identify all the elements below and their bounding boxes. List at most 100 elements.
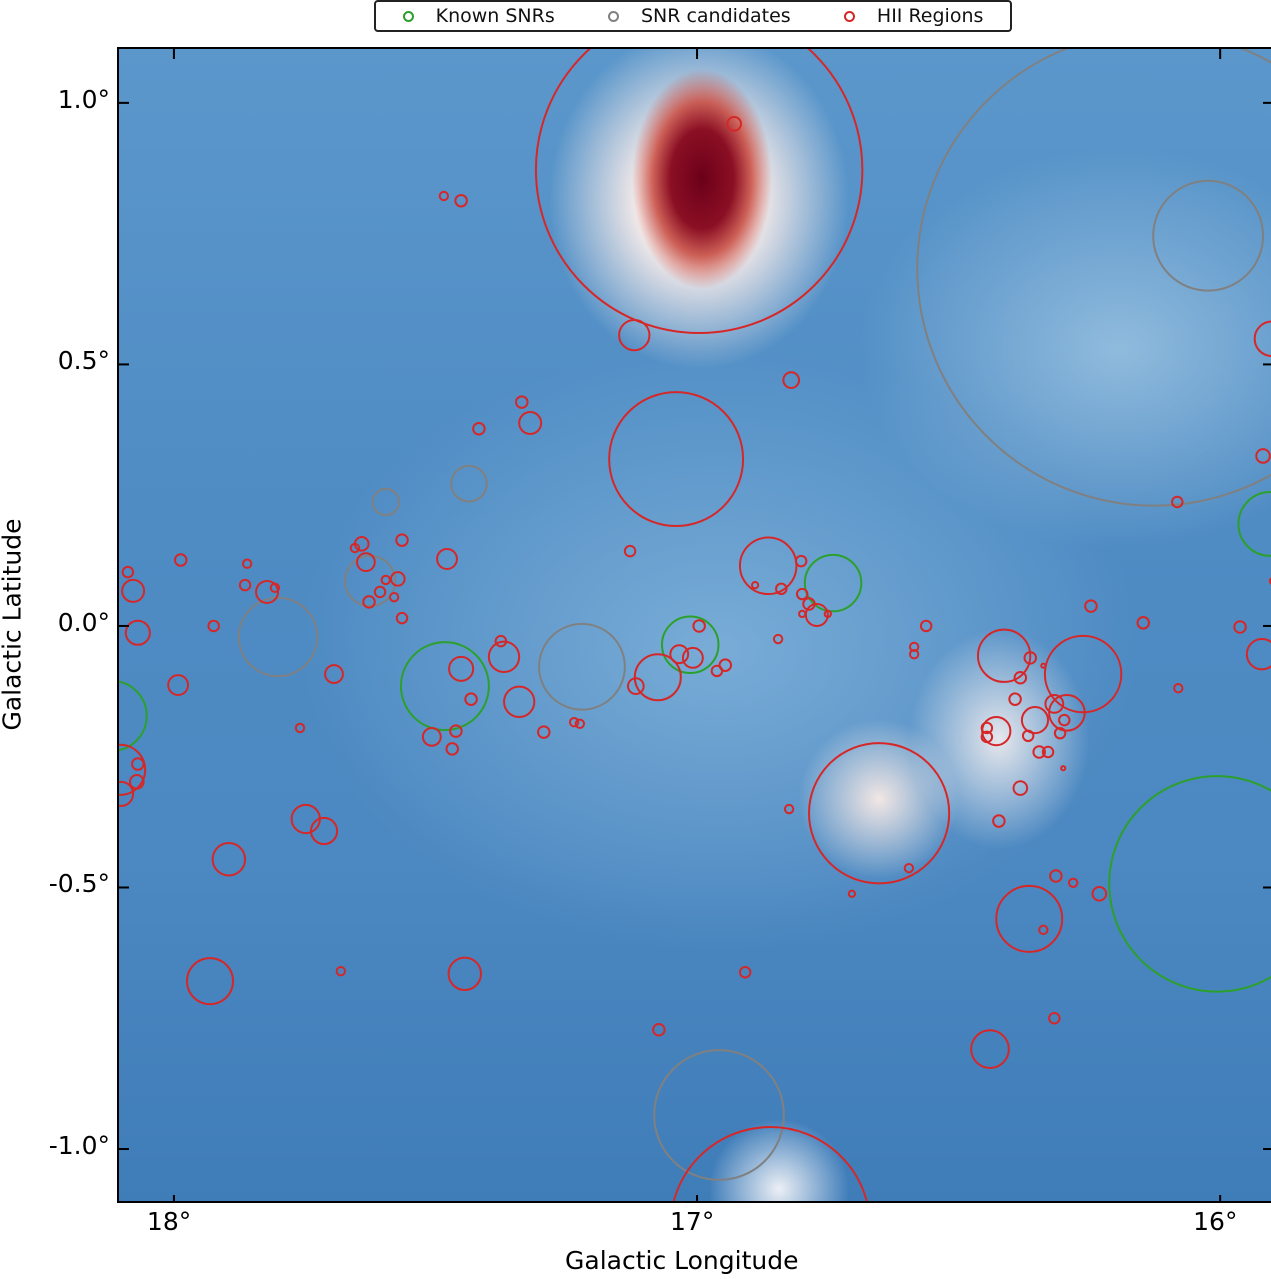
hii-regions-circle xyxy=(207,619,220,633)
legend-label: HII Regions xyxy=(876,5,984,27)
hii-regions-circle xyxy=(1067,877,1079,888)
hii-regions-circle xyxy=(309,816,339,846)
hii-regions-circle xyxy=(1060,765,1067,772)
hii-regions-circle xyxy=(1023,651,1038,665)
legend-item-known-snrs: Known SNRs xyxy=(402,5,555,27)
hii-regions-circle xyxy=(692,619,706,633)
hii-regions-circle xyxy=(652,1023,666,1037)
hii-regions-circle xyxy=(919,619,933,633)
known-snrs-circle xyxy=(1237,491,1271,557)
hii-regions-circle xyxy=(775,582,788,596)
hii-regions-circle xyxy=(1136,616,1151,630)
y-tick-label: -0.5° xyxy=(48,869,110,899)
hii-regions-circle xyxy=(726,115,742,132)
hii-regions-circle xyxy=(1012,780,1029,796)
hii-regions-circle xyxy=(847,889,857,898)
snr-candidates-circle xyxy=(653,1049,785,1181)
snr-candidates-circle xyxy=(450,464,488,503)
hii-regions-circle xyxy=(1008,692,1022,706)
sky-map-plot-area xyxy=(117,47,1271,1203)
hii-regions-circle xyxy=(1043,634,1123,714)
green-circle-marker-icon xyxy=(402,10,414,22)
hii-regions-circle xyxy=(1032,745,1046,759)
hii-regions-circle xyxy=(718,658,733,672)
hii-regions-circle xyxy=(1038,924,1049,936)
hii-regions-circle xyxy=(1173,683,1184,694)
hii-regions-circle xyxy=(294,722,306,734)
hii-regions-circle xyxy=(782,371,801,389)
hii-regions-circle xyxy=(795,587,809,601)
snr-candidates-circle xyxy=(538,622,626,711)
hii-regions-circle xyxy=(124,619,151,646)
snr-candidates-circle xyxy=(237,596,319,678)
hii-regions-circle xyxy=(241,558,253,569)
hii-regions-circle xyxy=(995,884,1064,953)
hii-regions-circle xyxy=(290,803,321,835)
legend-label: Known SNRs xyxy=(435,5,555,27)
hii-regions-circle xyxy=(447,956,482,992)
legend-item-hii-regions: HII Regions xyxy=(843,5,984,27)
snr-candidates-circle xyxy=(1152,179,1265,292)
hii-regions-circle xyxy=(633,653,682,702)
hii-regions-circle xyxy=(1048,693,1086,732)
hii-regions-circle xyxy=(1058,713,1071,727)
hii-regions-circle xyxy=(380,574,391,586)
hii-regions-circle xyxy=(1044,693,1065,714)
known-snrs-circle xyxy=(399,641,490,732)
hii-regions-circle xyxy=(908,641,920,653)
hii-regions-circle xyxy=(1041,745,1055,759)
hii-regions-circle xyxy=(238,578,252,592)
hii-regions-circle xyxy=(1245,638,1271,671)
hii-regions-circle xyxy=(738,965,752,979)
hii-regions-circle xyxy=(119,743,147,796)
hii-regions-circle xyxy=(1040,662,1047,669)
hii-regions-circle xyxy=(390,571,406,587)
hii-regions-circle xyxy=(454,193,468,208)
y-tick-label: -1.0° xyxy=(48,1131,110,1161)
hii-regions-circle xyxy=(211,842,247,877)
hii-regions-circle xyxy=(167,674,190,697)
known-snrs-circle xyxy=(1108,775,1271,993)
snr-candidates-circle xyxy=(371,487,400,517)
x-axis-title: Galactic Longitude xyxy=(565,1246,799,1275)
hii-regions-circle xyxy=(903,862,915,874)
hii-regions-circle xyxy=(1021,729,1035,743)
hii-regions-circle xyxy=(186,957,235,1006)
y-tick-label: 0.0° xyxy=(57,607,110,637)
hii-regions-circle xyxy=(121,578,146,603)
hii-regions-circle xyxy=(976,628,1032,683)
hii-regions-circle xyxy=(438,190,450,202)
hii-regions-circle xyxy=(448,655,475,682)
hii-regions-circle xyxy=(119,780,135,807)
hii-regions-circle xyxy=(449,724,463,738)
hii-regions-circle xyxy=(472,421,486,436)
hii-regions-circle xyxy=(980,721,994,735)
hii-regions-circle xyxy=(503,685,536,718)
hii-regions-circle xyxy=(388,591,400,603)
hii-regions-circle xyxy=(623,544,637,558)
legend-item-snr-candidates: SNR candidates xyxy=(607,5,791,27)
snr-candidates-circle xyxy=(916,49,1271,507)
hii-regions-circle xyxy=(750,581,760,590)
hii-regions-circle xyxy=(356,552,376,573)
hii-regions-circle xyxy=(794,554,808,568)
hii-regions-circle xyxy=(1233,620,1247,634)
hii-regions-circle xyxy=(970,1029,1010,1069)
hii-regions-circle xyxy=(362,595,376,609)
legend: Known SNRs SNR candidates HII Regions xyxy=(374,0,1012,32)
hii-regions-circle xyxy=(1171,495,1184,509)
hii-regions-circle xyxy=(804,602,829,627)
hii-regions-circle xyxy=(908,649,920,660)
hii-regions-circle xyxy=(772,633,784,645)
hii-regions-circle xyxy=(395,611,409,625)
gray-circle-marker-icon xyxy=(607,10,619,22)
snr-candidates-circle xyxy=(343,554,397,608)
hii-regions-circle xyxy=(608,391,745,528)
hii-regions-circle xyxy=(518,411,543,435)
y-tick-label: 1.0° xyxy=(57,84,110,114)
hii-regions-circle xyxy=(823,609,832,619)
hii-regions-circle xyxy=(537,725,551,739)
hii-regions-circle xyxy=(373,585,387,599)
hii-regions-circle xyxy=(980,730,994,744)
x-tick-label: 18° xyxy=(146,1207,192,1236)
